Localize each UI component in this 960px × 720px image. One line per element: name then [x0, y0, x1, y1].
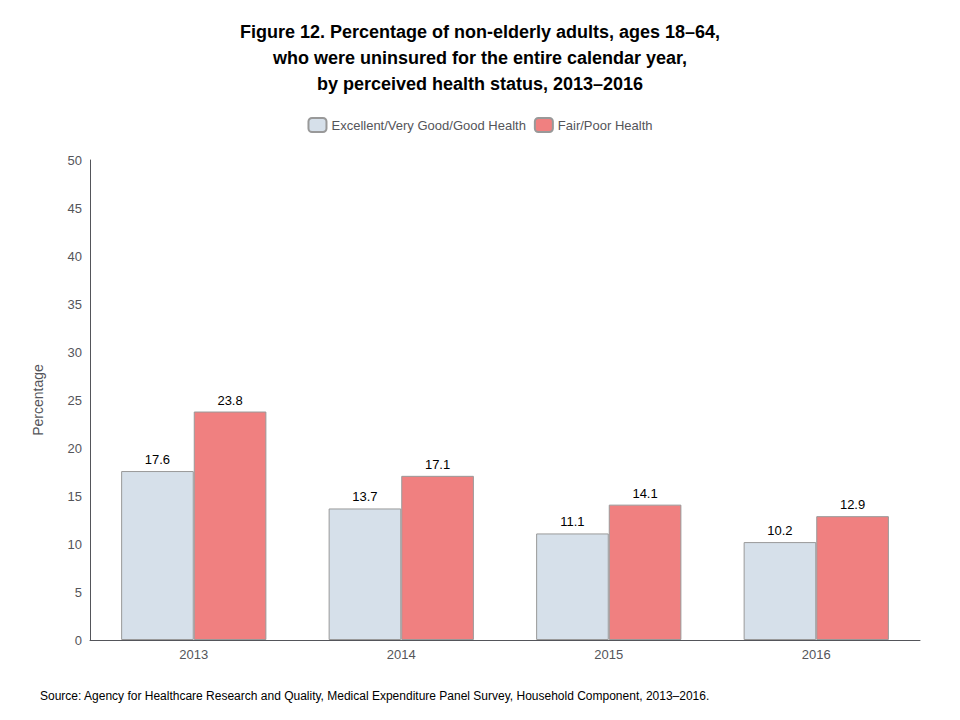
svg-text:17.6: 17.6 — [145, 452, 170, 467]
svg-text:0: 0 — [75, 633, 82, 648]
svg-text:45: 45 — [68, 201, 82, 216]
svg-text:14.1: 14.1 — [632, 486, 657, 501]
svg-text:10.2: 10.2 — [767, 523, 792, 538]
svg-text:2013: 2013 — [179, 647, 208, 662]
svg-text:by perceived health status, 20: by perceived health status, 2013–2016 — [317, 74, 643, 94]
svg-text:Source: Agency for Healthcare: Source: Agency for Healthcare Research a… — [40, 689, 709, 703]
svg-text:Percentage: Percentage — [30, 364, 46, 436]
svg-text:40: 40 — [68, 249, 82, 264]
svg-text:Figure 12. Percentage of non-e: Figure 12. Percentage of non-elderly adu… — [240, 22, 720, 42]
svg-text:13.7: 13.7 — [352, 489, 377, 504]
svg-text:35: 35 — [68, 297, 82, 312]
svg-text:2016: 2016 — [802, 647, 831, 662]
svg-text:Excellent/Very Good/Good Healt: Excellent/Very Good/Good Health — [331, 118, 525, 133]
svg-text:who were uninsured for the ent: who were uninsured for the entire calend… — [272, 48, 687, 68]
svg-text:2014: 2014 — [387, 647, 416, 662]
svg-text:25: 25 — [68, 393, 82, 408]
svg-text:2015: 2015 — [594, 647, 623, 662]
svg-text:11.1: 11.1 — [560, 514, 584, 529]
svg-text:10: 10 — [68, 537, 82, 552]
svg-text:30: 30 — [68, 345, 82, 360]
svg-text:50: 50 — [68, 153, 82, 168]
svg-text:12.9: 12.9 — [840, 497, 865, 512]
svg-text:23.8: 23.8 — [217, 393, 242, 408]
svg-text:20: 20 — [68, 441, 82, 456]
svg-text:5: 5 — [75, 585, 82, 600]
svg-text:Fair/Poor Health: Fair/Poor Health — [558, 118, 653, 133]
svg-text:15: 15 — [68, 489, 82, 504]
svg-text:17.1: 17.1 — [425, 457, 450, 472]
